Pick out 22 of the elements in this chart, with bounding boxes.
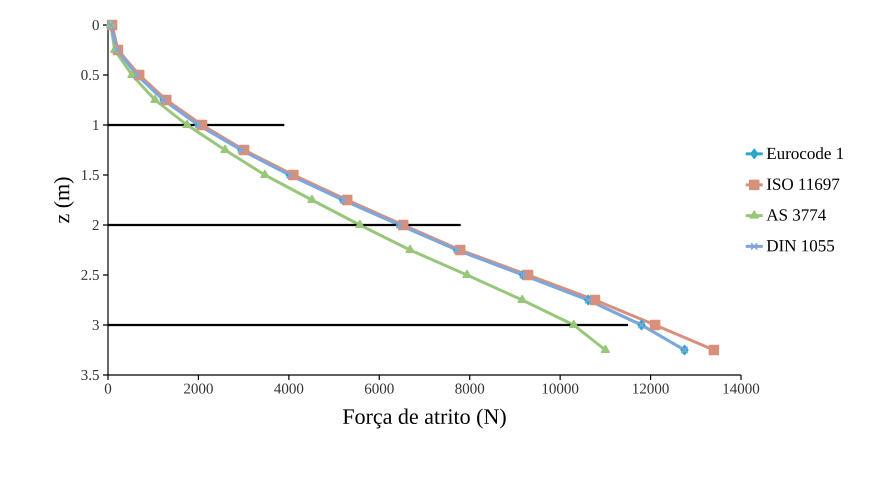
y-tick-label: 2 bbox=[92, 220, 99, 230]
y-tick-label: 2.5 bbox=[81, 270, 99, 280]
x-tick-label: 2000 bbox=[184, 384, 213, 394]
x-tick-label: 8000 bbox=[455, 384, 484, 394]
x-tick-label: 4000 bbox=[274, 384, 304, 394]
y-tick-label: 0 bbox=[92, 20, 99, 30]
legend-label: AS 3774 bbox=[766, 209, 826, 221]
x-tick-label: 14000 bbox=[724, 384, 760, 394]
y-tick-label: 3 bbox=[92, 320, 99, 330]
y-axis-title: z (m) bbox=[54, 177, 74, 223]
legend-label: ISO 11697 bbox=[766, 178, 840, 190]
x-tick-label: 0 bbox=[104, 384, 112, 394]
x-tick-label: 12000 bbox=[633, 384, 669, 394]
y-tick-label: 0.5 bbox=[81, 70, 99, 80]
y-tick-label: 1 bbox=[93, 120, 99, 130]
legend-label: Eurocode 1 bbox=[766, 147, 844, 160]
x-axis-title: Força de atrito (N) bbox=[342, 408, 506, 428]
x-tick-label: 10000 bbox=[542, 384, 578, 394]
y-tick-label: 1.5 bbox=[82, 170, 99, 180]
x-tick-label: 6000 bbox=[364, 384, 394, 394]
legend-label: DIN 1055 bbox=[766, 240, 834, 252]
y-tick-label: 3.5 bbox=[81, 370, 99, 380]
